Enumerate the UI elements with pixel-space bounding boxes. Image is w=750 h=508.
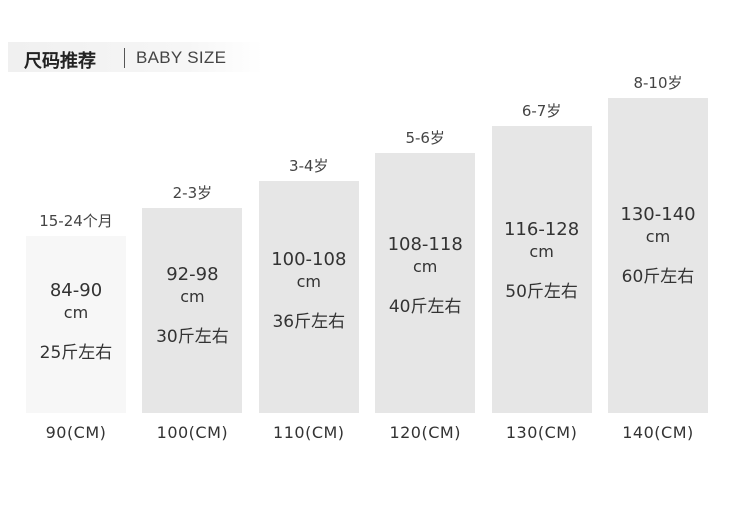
height-range-label: 100-108 (271, 249, 347, 271)
weight-label: 25斤左右 (39, 342, 113, 363)
height-unit-label: cm (63, 302, 89, 322)
size-tick-label: 130(CM) (505, 423, 578, 442)
weight-label: 36斤左右 (272, 312, 346, 333)
height-range-label: 130-140 (620, 203, 696, 225)
size-tick-label: 140(CM) (622, 423, 694, 442)
header-divider (124, 48, 125, 68)
age-label: 2-3岁 (172, 184, 213, 203)
height-unit-label: cm (529, 241, 554, 261)
age-label: 8-10岁 (633, 74, 683, 92)
height-unit-label: cm (296, 272, 321, 292)
size-bar (375, 153, 476, 413)
age-label: 15-24个月 (39, 212, 113, 230)
weight-label: 40斤左右 (388, 297, 462, 318)
height-unit-label: cm (412, 257, 438, 277)
age-label: 3-4岁 (289, 156, 329, 175)
size-bar (142, 208, 243, 413)
size-tick-label: 100(CM) (156, 423, 229, 442)
size-bar (608, 98, 708, 413)
height-range-label: 84-90 (49, 279, 103, 301)
height-unit-label: cm (645, 226, 671, 246)
height-range-label: 108-118 (387, 234, 463, 256)
size-bar (26, 236, 126, 413)
section-subtitle: BABY SIZE (136, 48, 227, 67)
height-range-label: 116-128 (503, 218, 580, 240)
height-unit-label: cm (180, 287, 205, 307)
size-bar (258, 180, 359, 413)
age-label: 6-7岁 (521, 101, 562, 120)
height-range-label: 92-98 (166, 264, 219, 286)
size-tick-label: 90(CM) (45, 423, 107, 442)
size-tick-label: 120(CM) (389, 423, 461, 442)
size-tick-label: 110(CM) (273, 423, 345, 442)
section-title: 尺码推荐 (24, 51, 96, 72)
age-label: 5-6岁 (405, 129, 445, 148)
weight-label: 50斤左右 (505, 281, 578, 302)
size-bar (491, 125, 592, 413)
section-header: 尺码推荐 BABY SIZE (8, 42, 263, 72)
weight-label: 30斤左右 (156, 327, 229, 348)
weight-label: 60斤左右 (621, 266, 695, 287)
